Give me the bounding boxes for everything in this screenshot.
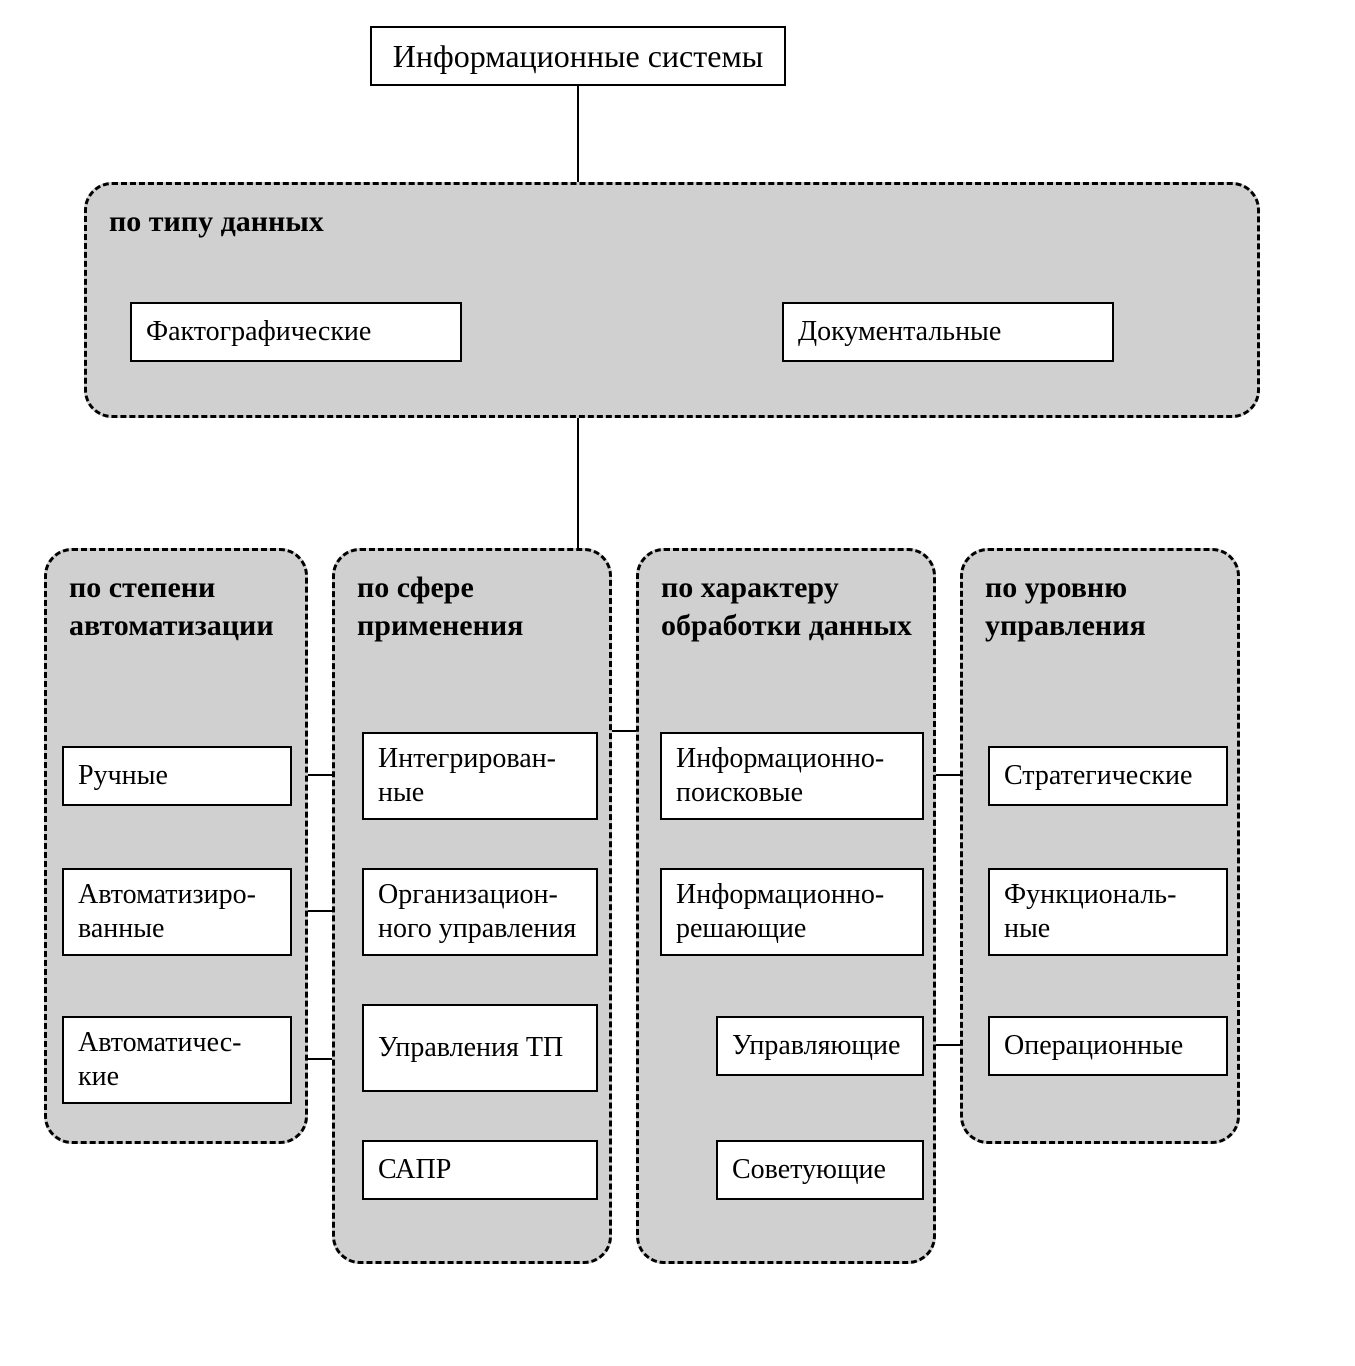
- group-title: по типу данных: [87, 185, 1257, 251]
- node-label: Функциональ- ные: [1004, 878, 1176, 945]
- group-title: по степени автоматизации: [47, 551, 305, 654]
- node-automatic: Автоматичес- кие: [62, 1016, 292, 1104]
- node-label: Стратегические: [1004, 759, 1192, 793]
- node-manual: Ручные: [62, 746, 292, 806]
- node-automated: Автоматизиро- ванные: [62, 868, 292, 956]
- group-title: по характеру обработки данных: [639, 551, 933, 654]
- node-label: Советующие: [732, 1153, 886, 1187]
- root-node: Информационные системы: [370, 26, 786, 86]
- node-fact: Фактографические: [130, 302, 462, 362]
- group-type-data: по типу данных: [84, 182, 1260, 418]
- diagram-stage: Информационные системы по типу данных Фа…: [0, 0, 1355, 1366]
- node-advising: Советующие: [716, 1140, 924, 1200]
- node-label: Интегрирован- ные: [378, 742, 556, 809]
- node-label: Информационно- решающие: [676, 878, 884, 945]
- node-controlling: Управляющие: [716, 1016, 924, 1076]
- node-operational: Операционные: [988, 1016, 1228, 1076]
- node-info-search: Информационно- поисковые: [660, 732, 924, 820]
- node-label: Управляющие: [732, 1029, 900, 1063]
- node-functional: Функциональ- ные: [988, 868, 1228, 956]
- node-label: Организацион- ного управления: [378, 878, 576, 945]
- node-label: Информационно- поисковые: [676, 742, 884, 809]
- node-tp-mgmt: Управления ТП: [362, 1004, 598, 1092]
- node-label: Операционные: [1004, 1029, 1183, 1063]
- node-label: Фактографические: [146, 315, 371, 349]
- root-label: Информационные системы: [393, 37, 763, 75]
- node-label: Автоматичес- кие: [78, 1026, 242, 1093]
- node-integrated: Интегрирован- ные: [362, 732, 598, 820]
- node-label: Автоматизиро- ванные: [78, 878, 256, 945]
- node-info-decide: Информационно- решающие: [660, 868, 924, 956]
- node-org-mgmt: Организацион- ного управления: [362, 868, 598, 956]
- node-label: Управления ТП: [378, 1031, 563, 1065]
- node-capr: САПР: [362, 1140, 598, 1200]
- group-title: по сфере применения: [335, 551, 609, 654]
- group-title: по уровню управления: [963, 551, 1237, 654]
- node-label: Документальные: [798, 315, 1001, 349]
- node-doc: Документальные: [782, 302, 1114, 362]
- node-label: Ручные: [78, 759, 168, 793]
- node-label: САПР: [378, 1153, 451, 1187]
- node-strategic: Стратегические: [988, 746, 1228, 806]
